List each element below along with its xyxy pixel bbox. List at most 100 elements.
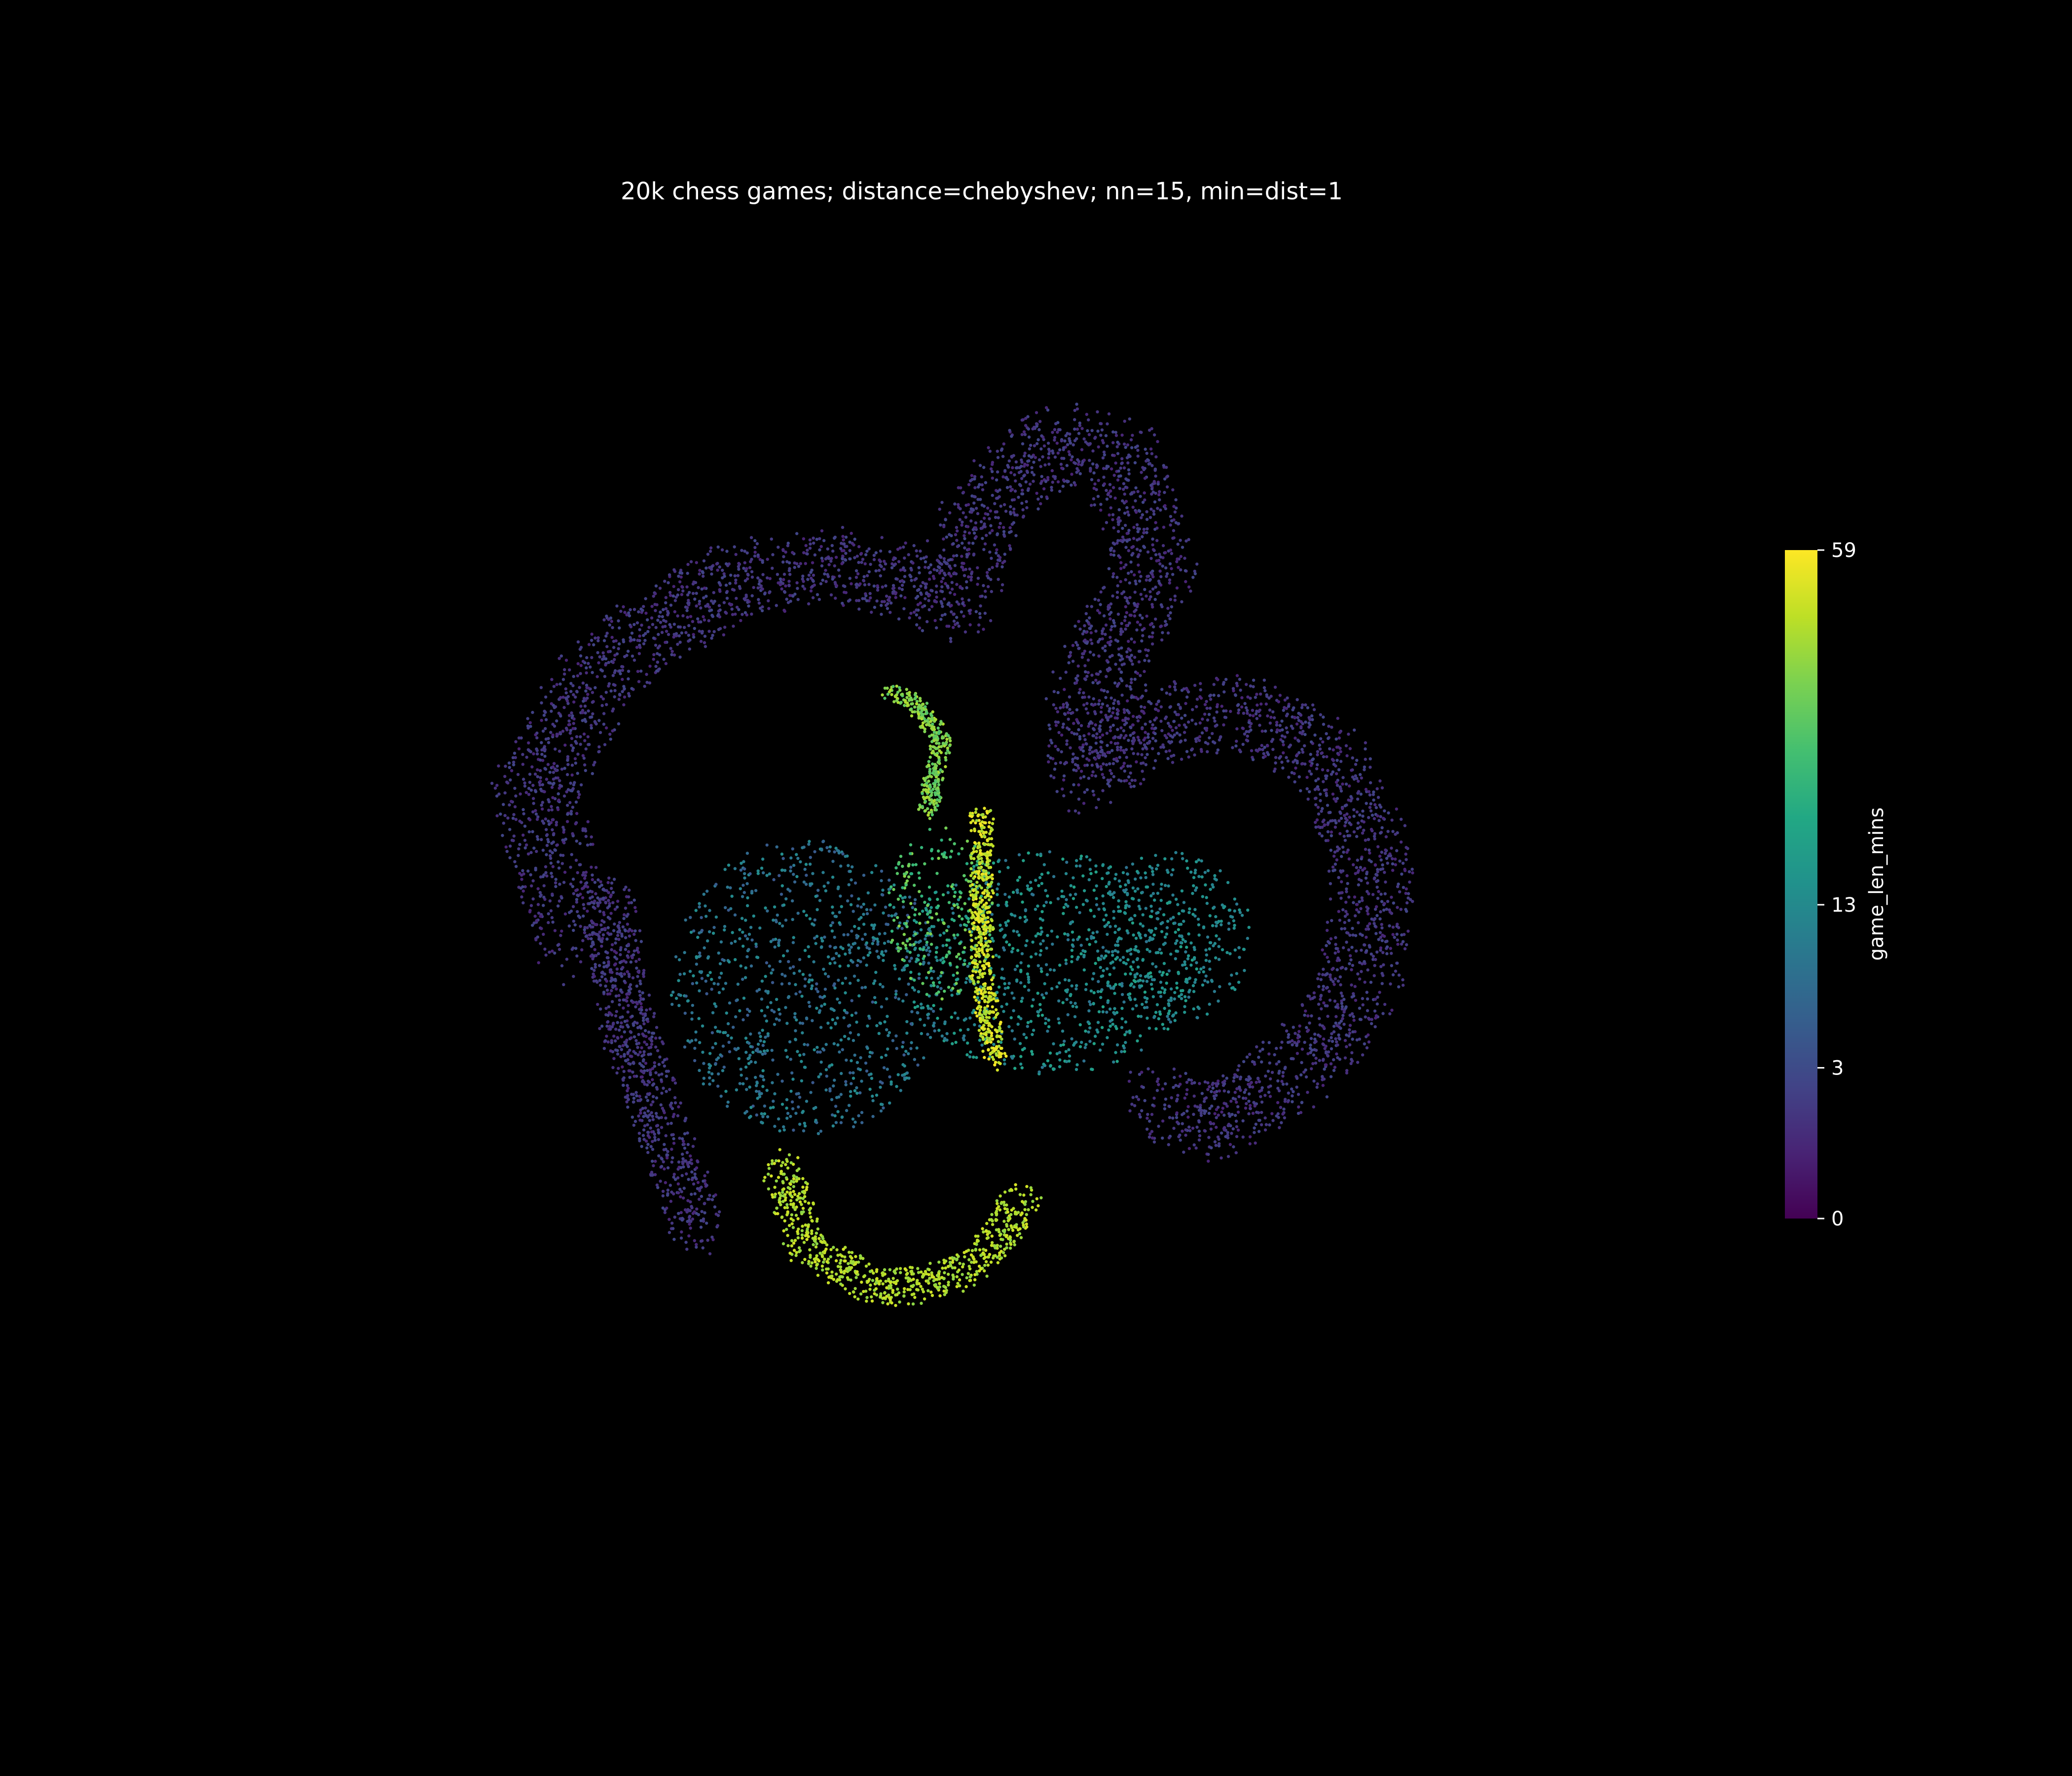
scatter-point bbox=[1112, 775, 1115, 778]
scatter-point bbox=[1324, 777, 1328, 780]
scatter-point bbox=[1341, 782, 1344, 786]
scatter-point bbox=[976, 512, 980, 516]
scatter-point bbox=[1364, 787, 1368, 791]
scatter-point bbox=[569, 810, 573, 813]
scatter-point bbox=[1374, 932, 1378, 935]
scatter-point bbox=[1338, 1058, 1341, 1061]
scatter-point bbox=[1062, 722, 1065, 726]
scatter-point bbox=[706, 1170, 709, 1174]
scatter-point bbox=[1125, 599, 1129, 603]
scatter-point bbox=[854, 576, 858, 579]
scatter-point bbox=[1344, 910, 1348, 913]
scatter-point bbox=[1133, 1104, 1137, 1108]
scatter-point bbox=[1073, 732, 1076, 736]
scatter-point bbox=[1282, 743, 1285, 746]
scatter-point bbox=[585, 671, 588, 675]
scatter-point bbox=[1229, 1100, 1233, 1103]
scatter-point bbox=[1360, 776, 1363, 780]
scatter-point bbox=[1310, 758, 1314, 762]
scatter-point bbox=[638, 628, 641, 631]
scatter-point bbox=[987, 446, 990, 449]
scatter-point bbox=[1336, 956, 1340, 960]
scatter-point bbox=[821, 559, 824, 563]
scatter-point bbox=[576, 871, 580, 875]
scatter-point bbox=[1025, 506, 1029, 510]
scatter-point bbox=[696, 617, 700, 621]
scatter-point bbox=[1152, 480, 1156, 483]
scatter-point bbox=[1367, 927, 1370, 931]
scatter-point bbox=[598, 910, 602, 913]
scatter-point bbox=[523, 846, 527, 850]
scatter-point bbox=[1152, 433, 1156, 437]
scatter-point bbox=[954, 533, 958, 537]
scatter-point bbox=[1153, 468, 1157, 471]
scatter-point bbox=[512, 839, 515, 843]
scatter-point bbox=[1339, 896, 1343, 900]
scatter-point bbox=[1130, 570, 1133, 574]
scatter-point bbox=[1043, 463, 1047, 467]
scatter-point bbox=[706, 1238, 709, 1242]
scatter-point bbox=[1094, 629, 1098, 633]
scatter-point bbox=[980, 475, 984, 479]
scatter-point bbox=[812, 536, 815, 540]
scatter-point bbox=[1070, 790, 1073, 794]
scatter-point bbox=[888, 550, 892, 554]
scatter-point bbox=[725, 562, 728, 566]
scatter-point bbox=[1347, 948, 1351, 952]
scatter-point bbox=[569, 812, 573, 816]
scatter-point bbox=[1249, 1107, 1252, 1110]
scatter-point bbox=[1208, 1085, 1211, 1088]
scatter-point bbox=[1228, 1143, 1232, 1147]
scatter-point bbox=[1360, 857, 1363, 861]
scatter-point bbox=[891, 584, 895, 588]
scatter-point bbox=[943, 560, 946, 563]
scatter-point bbox=[1321, 948, 1324, 952]
scatter-point bbox=[540, 748, 544, 752]
scatter-point bbox=[1327, 940, 1330, 944]
scatter-point bbox=[686, 616, 689, 619]
scatter-point bbox=[1143, 588, 1147, 592]
scatter-point bbox=[565, 790, 568, 794]
scatter-point bbox=[614, 994, 618, 998]
scatter-point bbox=[1118, 658, 1122, 662]
scatter-point bbox=[514, 817, 518, 821]
scatter-point bbox=[1141, 694, 1144, 698]
scatter-point bbox=[1135, 548, 1139, 551]
scatter-point bbox=[972, 501, 976, 505]
scatter-point bbox=[638, 1007, 641, 1011]
scatter-point bbox=[1156, 709, 1160, 712]
scatter-point bbox=[855, 586, 858, 589]
scatter-point bbox=[1295, 722, 1299, 726]
scatter-point bbox=[1096, 495, 1100, 498]
scatter-point bbox=[1305, 1030, 1309, 1033]
scatter-point bbox=[1390, 818, 1394, 822]
scatter-point bbox=[703, 1202, 706, 1205]
scatter-point bbox=[1114, 638, 1117, 642]
scatter-point bbox=[955, 526, 959, 529]
scatter-point bbox=[1338, 975, 1342, 979]
scatter-point bbox=[1290, 1057, 1293, 1061]
scatter-point bbox=[1074, 681, 1078, 685]
scatter-point bbox=[680, 593, 684, 596]
scatter-point bbox=[991, 463, 994, 466]
scatter-point bbox=[1322, 1001, 1326, 1005]
scatter-point bbox=[1173, 685, 1177, 689]
scatter-point bbox=[1322, 985, 1325, 988]
scatter-point bbox=[1163, 491, 1166, 494]
scatter-point bbox=[1062, 478, 1066, 482]
scatter-point bbox=[717, 613, 720, 616]
scatter-point bbox=[1154, 716, 1158, 720]
scatter-point bbox=[1321, 1074, 1324, 1078]
scatter-point bbox=[838, 574, 841, 578]
scatter-point bbox=[558, 682, 562, 686]
scatter-point bbox=[1141, 535, 1144, 539]
scatter-point bbox=[626, 1094, 629, 1097]
scatter-point bbox=[702, 1220, 705, 1223]
scatter-point bbox=[1215, 751, 1219, 755]
scatter-point bbox=[1311, 703, 1315, 707]
scatter-point bbox=[1349, 823, 1353, 826]
scatter-point bbox=[590, 656, 593, 660]
scatter-point bbox=[1189, 1078, 1193, 1082]
scatter-point bbox=[559, 714, 562, 718]
scatter-point bbox=[1111, 711, 1114, 715]
